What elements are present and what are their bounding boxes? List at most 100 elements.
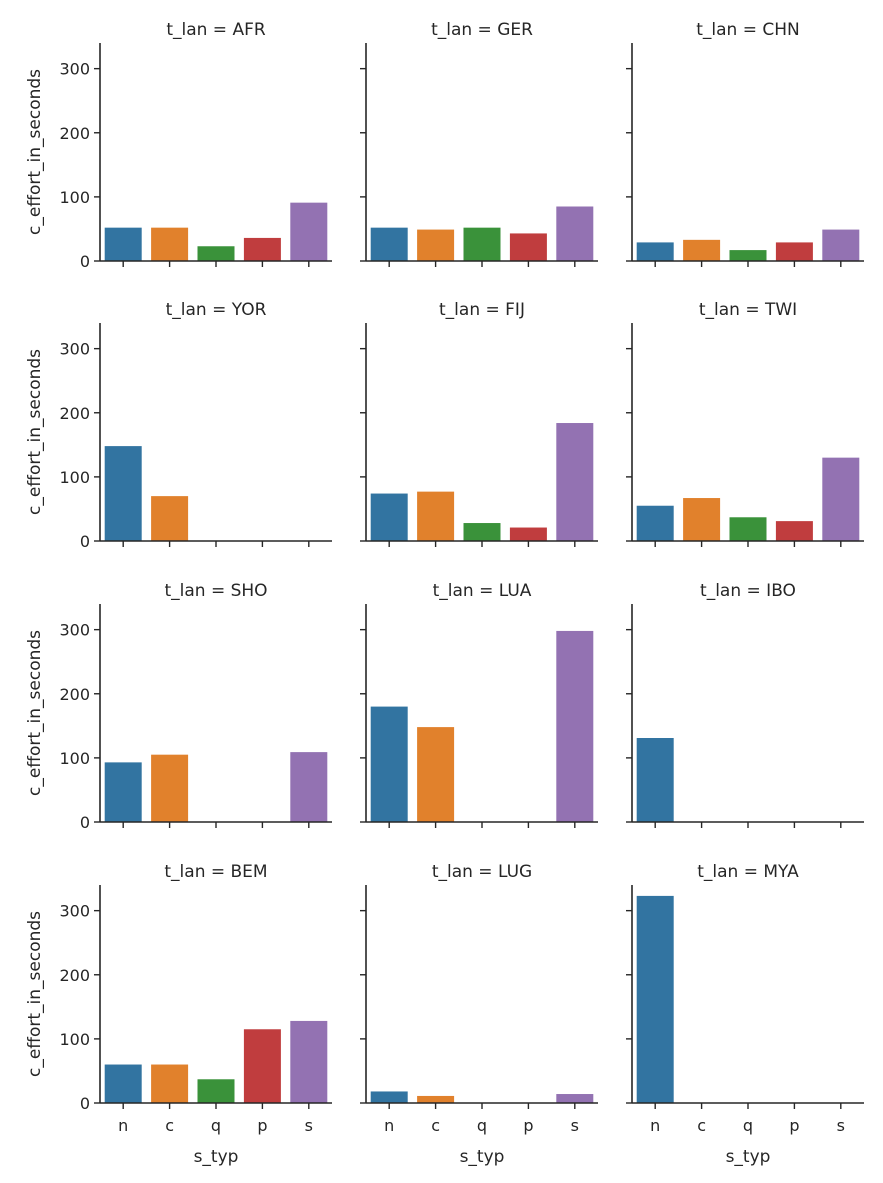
y-tick-label: 200 [59, 124, 90, 143]
panel-title: t_lan = LUG [432, 862, 532, 882]
panel-title: t_lan = FIJ [439, 300, 525, 320]
bar-c [151, 227, 189, 261]
facet-panel: t_lan = GER [360, 20, 598, 267]
y-tick-label: 0 [80, 1094, 90, 1113]
y-tick-label: 0 [80, 532, 90, 551]
bar-p [509, 233, 547, 261]
facet-panel: t_lan = LUG n c q p s s_typ [360, 862, 598, 1167]
bar-n [104, 1064, 142, 1103]
bar-n [370, 1091, 408, 1103]
bar-p [775, 242, 813, 261]
facet-panel: t_lan = LUA [360, 581, 598, 828]
bar-s [556, 1094, 594, 1103]
facet-panel: t_lan = TWI [626, 300, 864, 547]
bar-q [729, 517, 767, 541]
bar-s [822, 457, 860, 541]
bar-n [370, 227, 408, 261]
bar-s [290, 1020, 328, 1103]
y-axis-label: c_effort_in_seconds [25, 630, 45, 796]
y-tick-label: 300 [59, 340, 90, 359]
y-tick-label: 0 [80, 252, 90, 271]
facet-panel: t_lan = YOR 0 100 200 300 c_effort_in_seconds [25, 300, 332, 551]
y-tick-label: 100 [59, 749, 90, 768]
bar-q [197, 246, 235, 261]
bar-n [370, 706, 408, 822]
bar-c [151, 1064, 189, 1103]
bar-p [243, 237, 281, 261]
panel-title: t_lan = TWI [699, 300, 797, 320]
bar-p [775, 521, 813, 541]
bar-s [290, 752, 328, 822]
x-tick-label: c [697, 1116, 706, 1135]
x-axis-label: s_typ [460, 1147, 505, 1167]
x-tick-label: s [305, 1116, 313, 1135]
x-tick-label: q [477, 1116, 487, 1135]
x-tick-label: s [837, 1116, 845, 1135]
x-tick-label: q [211, 1116, 221, 1135]
bar-n [104, 227, 142, 261]
facet-panel: t_lan = SHO 0 100 200 300 c_effort_in_seconds [25, 581, 332, 832]
x-tick-label: c [431, 1116, 440, 1135]
bar-n [104, 446, 142, 541]
y-axis-label: c_effort_in_seconds [25, 349, 45, 515]
x-tick-label: c [165, 1116, 174, 1135]
bar-n [636, 738, 674, 822]
y-tick-label: 200 [59, 966, 90, 985]
bar-c [151, 754, 189, 822]
bar-q [729, 250, 767, 261]
bar-n [370, 493, 408, 541]
bar-n [104, 762, 142, 822]
y-tick-label: 100 [59, 188, 90, 207]
x-tick-label: s [571, 1116, 579, 1135]
x-tick-label: n [650, 1116, 660, 1135]
facet-panel: t_lan = FIJ [360, 300, 598, 547]
bar-p [243, 1029, 281, 1103]
panel-title: t_lan = MYA [697, 862, 799, 882]
bar-n [636, 505, 674, 541]
facet-panel: t_lan = IBO [626, 581, 864, 828]
bar-c [151, 496, 189, 541]
y-tick-label: 100 [59, 1030, 90, 1049]
panel-title: t_lan = IBO [700, 581, 796, 601]
bar-c [683, 498, 721, 541]
bar-p [509, 527, 547, 541]
bar-s [556, 630, 594, 822]
y-tick-label: 0 [80, 813, 90, 832]
y-tick-label: 300 [59, 902, 90, 921]
x-tick-label: n [118, 1116, 128, 1135]
x-axis-label: s_typ [194, 1147, 239, 1167]
bar-q [463, 523, 501, 541]
panel-title: t_lan = AFR [166, 20, 266, 40]
bar-c [683, 239, 721, 261]
x-tick-label: n [384, 1116, 394, 1135]
bar-c [417, 491, 455, 541]
y-tick-label: 100 [59, 468, 90, 487]
bar-c [417, 727, 455, 822]
bar-s [556, 423, 594, 541]
panel-title: t_lan = YOR [166, 300, 267, 320]
y-tick-label: 200 [59, 685, 90, 704]
y-axis-label: c_effort_in_seconds [25, 911, 45, 1077]
panel-title: t_lan = BEM [164, 862, 267, 882]
x-tick-label: q [743, 1116, 753, 1135]
facet-panel: t_lan = CHN [626, 20, 864, 267]
facet-panel: t_lan = AFR 0 100 200 300 c_effort_in_seconds [25, 20, 332, 271]
bar-n [636, 895, 674, 1103]
y-tick-label: 300 [59, 621, 90, 640]
y-tick-label: 200 [59, 404, 90, 423]
bar-c [417, 1095, 455, 1103]
y-axis-label: c_effort_in_seconds [25, 69, 45, 235]
x-tick-label: p [789, 1116, 799, 1135]
bar-n [636, 242, 674, 261]
bar-s [822, 229, 860, 261]
x-tick-label: p [257, 1116, 267, 1135]
panel-title: t_lan = LUA [433, 581, 532, 601]
y-tick-label: 300 [59, 60, 90, 79]
panel-title: t_lan = SHO [164, 581, 267, 601]
bar-s [290, 202, 328, 261]
bar-c [417, 229, 455, 261]
bar-q [197, 1079, 235, 1103]
bar-s [556, 206, 594, 261]
facet-panel: t_lan = MYA n c q p s s_typ [626, 862, 864, 1167]
